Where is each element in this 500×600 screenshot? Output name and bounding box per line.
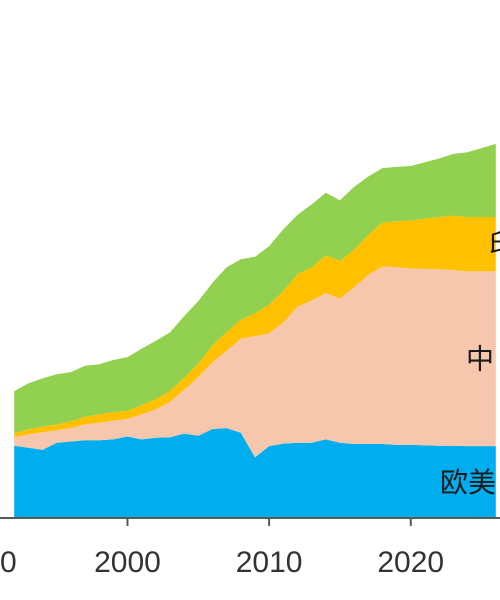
- x-tick-label: 2010: [236, 546, 303, 579]
- x-axis-ticks: [126, 518, 412, 526]
- area-series-3: [14, 215, 496, 438]
- x-tick-label: 2000: [94, 546, 161, 579]
- series-labels: 欧美 中 印: [440, 228, 500, 499]
- area-series-4: [14, 143, 496, 434]
- area-layers: [14, 143, 496, 518]
- series-label-3: 印: [489, 228, 500, 261]
- x-tick-label: 2020: [377, 546, 444, 579]
- area-series-1: [14, 428, 496, 518]
- series-label-2: 中: [466, 343, 494, 376]
- x-tick-label: 0: [0, 546, 17, 579]
- x-axis-tick-labels: 0 2000 2010 2020: [0, 546, 444, 579]
- series-label-1: 欧美: [440, 466, 496, 499]
- area-series-2: [14, 266, 496, 458]
